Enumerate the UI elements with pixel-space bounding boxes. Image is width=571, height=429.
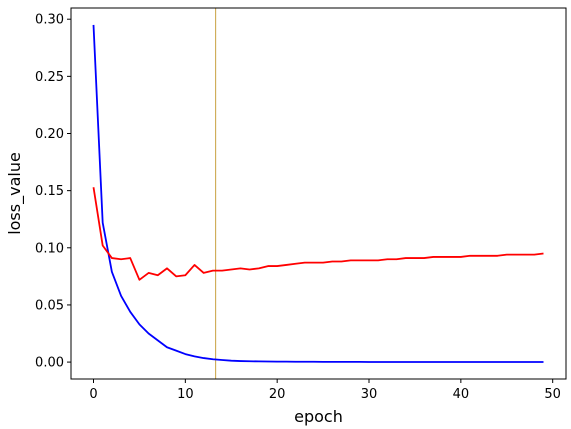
x-tick-label: 10: [177, 387, 194, 402]
y-axis-label: loss_value: [5, 152, 25, 235]
x-tick-label: 50: [544, 387, 561, 402]
series-line-1: [92, 24, 544, 363]
y-tick-label: 0.10: [35, 241, 64, 256]
x-axis-label: epoch: [294, 407, 343, 426]
y-tick-label: 0.00: [35, 356, 64, 371]
y-tick-label: 0.25: [35, 70, 64, 85]
plot-frame: [70, 7, 567, 380]
y-tick-label: 0.15: [35, 184, 64, 199]
x-tick-label: 30: [361, 387, 378, 402]
x-tick-label: 20: [269, 387, 286, 402]
y-tick-label: 0.20: [35, 127, 64, 142]
y-tick-label: 0.30: [35, 13, 64, 28]
y-tick-label: 0.05: [35, 298, 64, 313]
y-axis-ticks: 0.00 0.05 0.10 0.15 0.20 0.25 0.30: [35, 13, 71, 371]
plot-lines: [92, 8, 544, 379]
series-line-2: [92, 187, 544, 281]
x-tick-label: 0: [89, 387, 97, 402]
x-tick-label: 40: [453, 387, 470, 402]
x-axis-ticks: 0 10 20 30 40 50: [89, 379, 561, 402]
